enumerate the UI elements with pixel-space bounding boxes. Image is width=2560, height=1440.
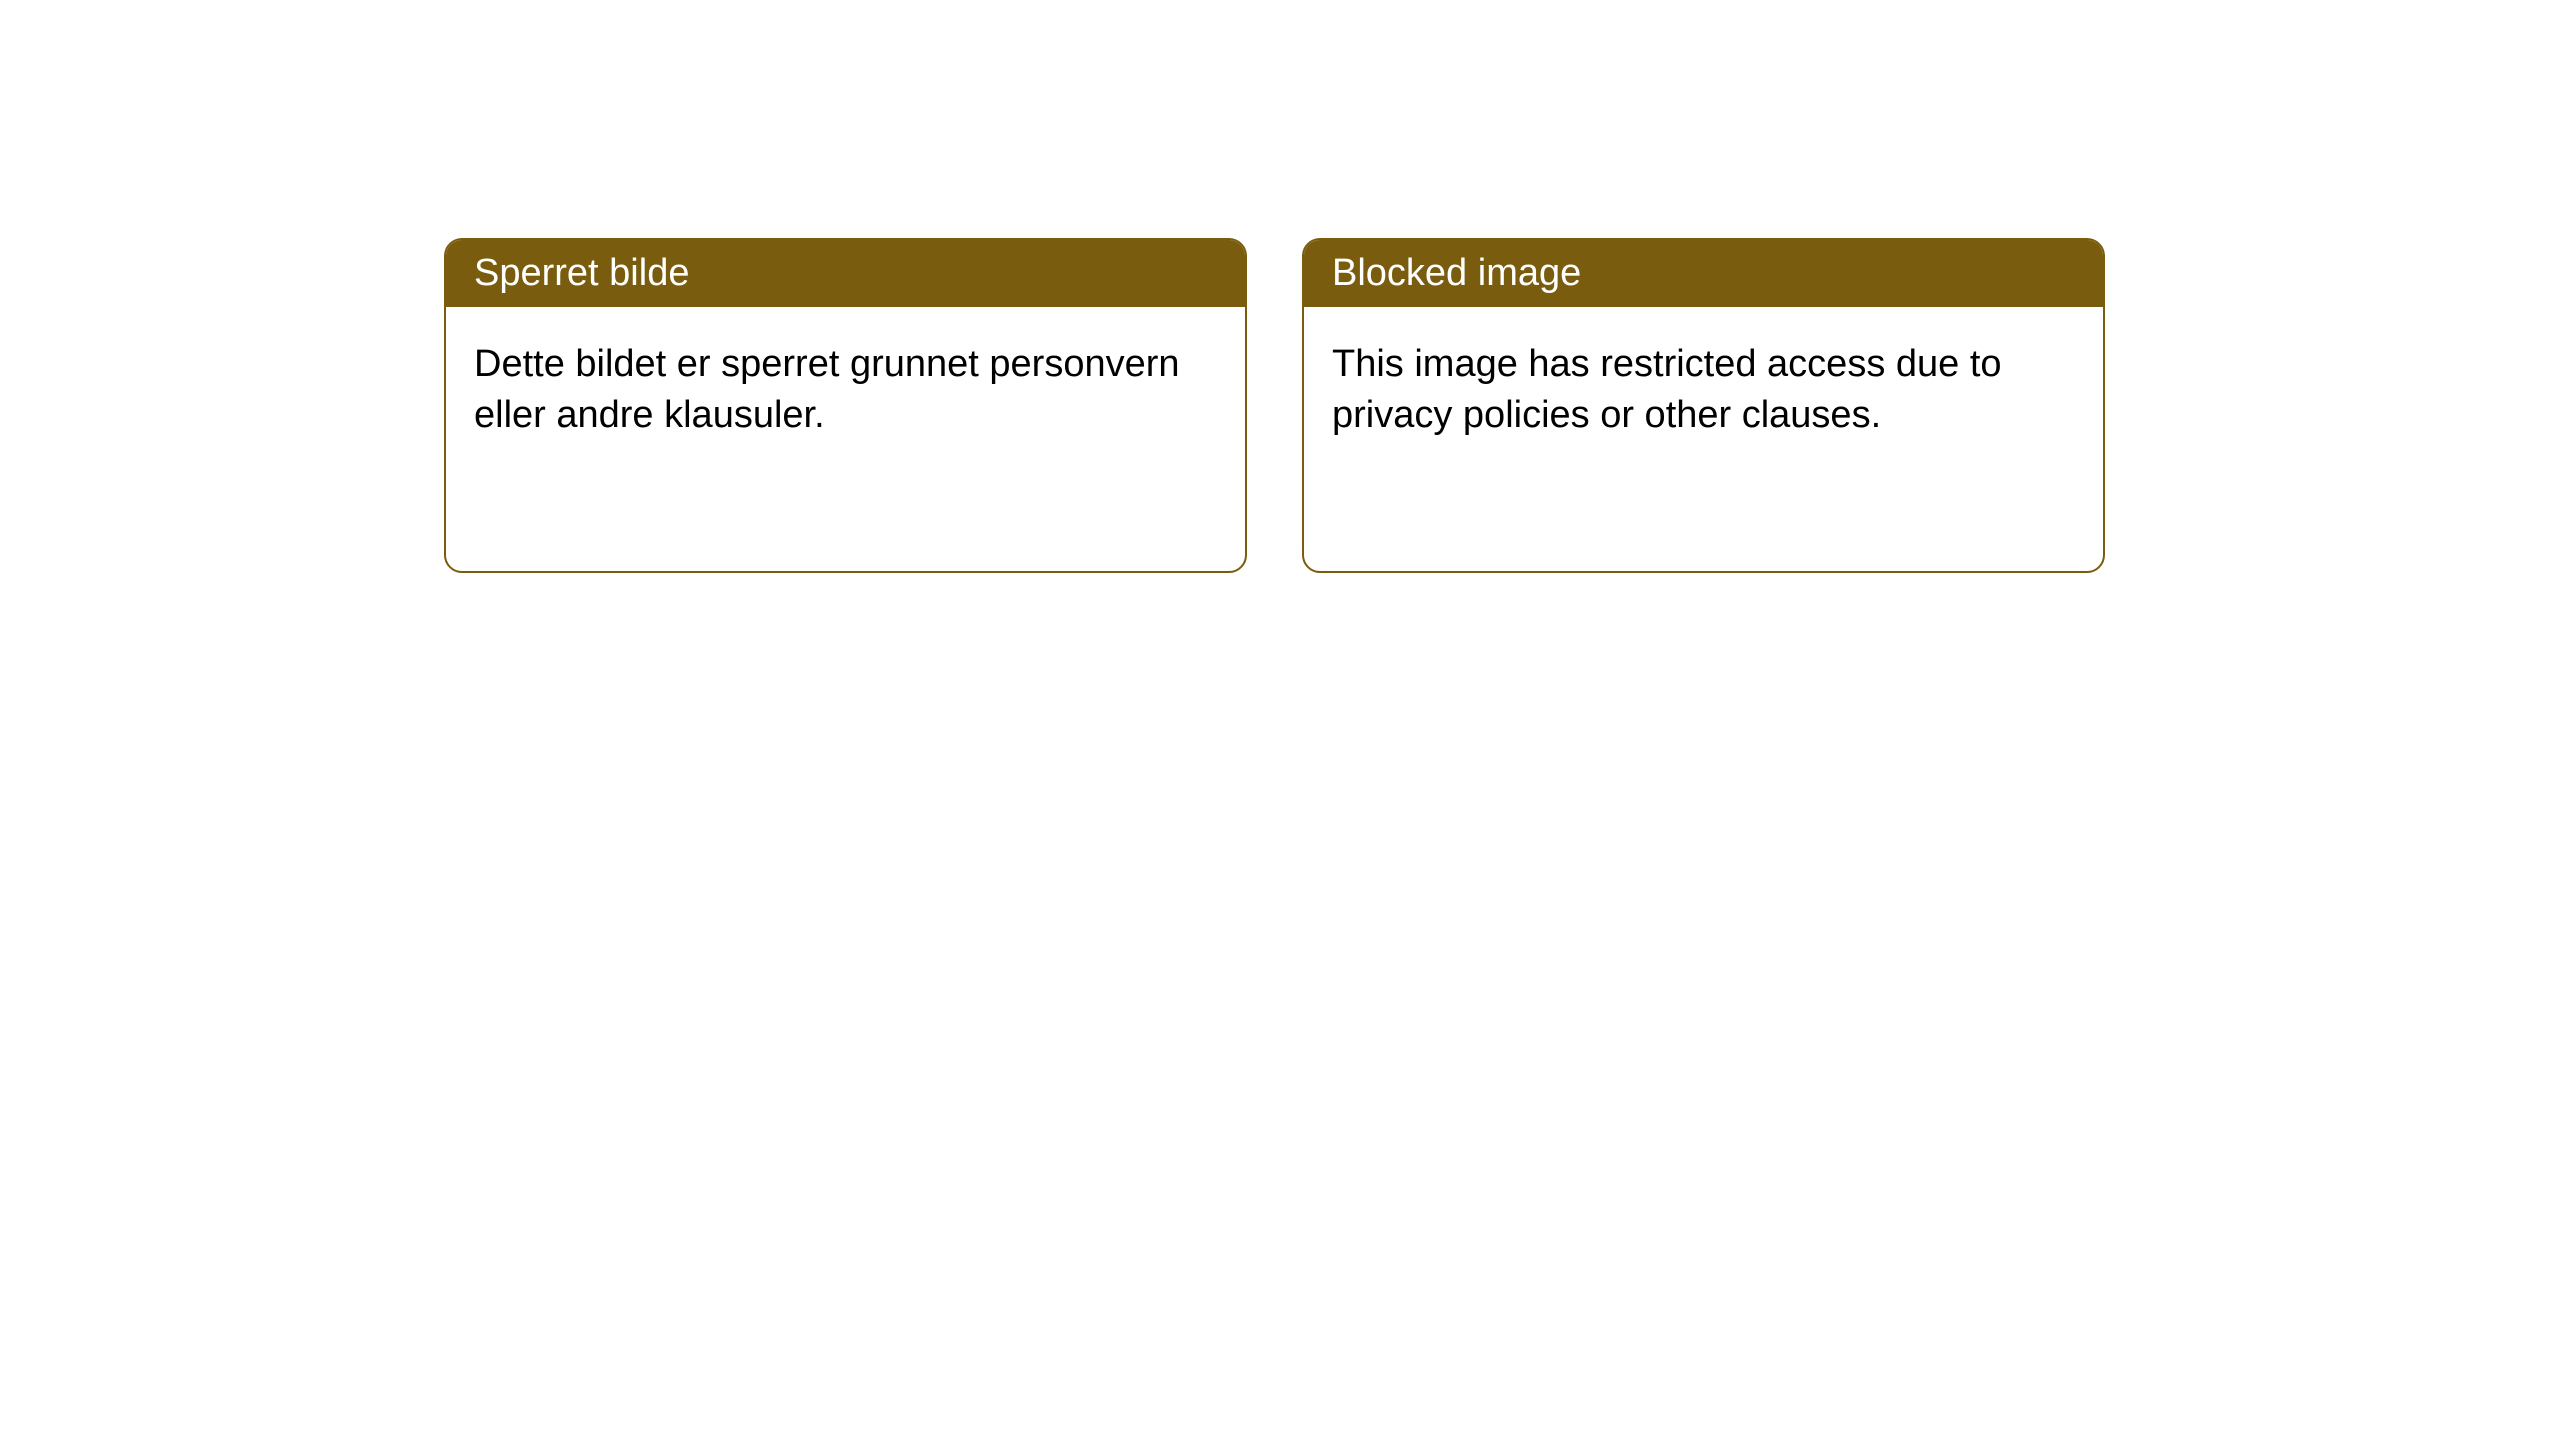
card-body-text: This image has restricted access due to … bbox=[1332, 343, 2002, 436]
card-body: This image has restricted access due to … bbox=[1304, 307, 2103, 474]
card-body-text: Dette bildet er sperret grunnet personve… bbox=[474, 343, 1180, 436]
notice-container: Sperret bilde Dette bildet er sperret gr… bbox=[0, 0, 2560, 573]
card-header: Sperret bilde bbox=[446, 240, 1245, 307]
card-header: Blocked image bbox=[1304, 240, 2103, 307]
notice-card-english: Blocked image This image has restricted … bbox=[1302, 238, 2105, 573]
card-body: Dette bildet er sperret grunnet personve… bbox=[446, 307, 1245, 474]
notice-card-norwegian: Sperret bilde Dette bildet er sperret gr… bbox=[444, 238, 1247, 573]
card-title: Blocked image bbox=[1332, 252, 1581, 294]
card-title: Sperret bilde bbox=[474, 252, 689, 294]
